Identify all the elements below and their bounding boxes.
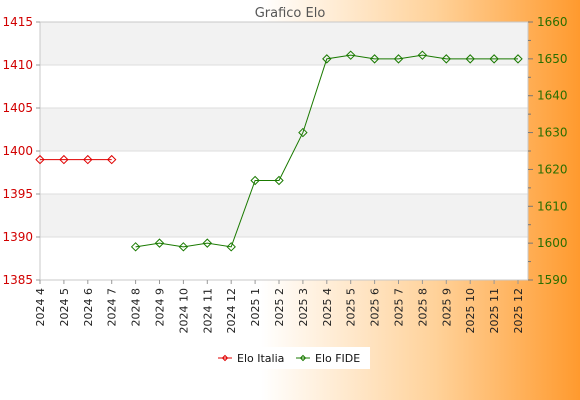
- data-point: [178, 242, 189, 252]
- x-tick-label: 2024 12: [225, 288, 238, 334]
- x-tick-label: 2025 11: [488, 288, 501, 334]
- x-tick-label: 2024 7: [106, 288, 119, 327]
- x-tick-label: 2024 6: [82, 288, 95, 327]
- left-tick-label: 1405: [2, 101, 33, 115]
- data-point: [369, 54, 380, 64]
- legend-label: Elo FIDE: [315, 352, 360, 365]
- data-point: [250, 175, 260, 186]
- x-tick-label: 2025 9: [440, 288, 453, 327]
- data-point: [345, 50, 356, 60]
- x-tick-label: 2024 4: [34, 288, 47, 327]
- x-tick-label: 2024 5: [58, 288, 71, 327]
- legend-label: Elo Italia: [237, 352, 284, 365]
- data-point: [202, 238, 213, 248]
- grid-band: [40, 194, 528, 237]
- data-point: [274, 175, 284, 186]
- series-line: [135, 54, 518, 248]
- grid-bands: [40, 22, 528, 237]
- x-tick-label: 2025 6: [369, 288, 382, 327]
- x-tick-label: 2024 11: [201, 288, 214, 334]
- x-axis: 2024 4 2024 5 2024 6 2024 7 2024 8 2024 9 2024…: [34, 280, 525, 334]
- right-tick-label: 1650: [537, 52, 568, 66]
- x-tick-label: 2025 12: [512, 288, 525, 334]
- grid-band: [40, 22, 528, 65]
- legend-marker: [221, 354, 229, 362]
- right-tick-label: 1630: [537, 126, 568, 140]
- x-tick-label: 2025 2: [273, 288, 286, 327]
- data-point: [393, 54, 404, 64]
- series-elo-fide: [130, 50, 523, 252]
- left-tick-label: 1390: [2, 230, 33, 244]
- legend-box: [210, 347, 370, 369]
- left-tick-label: 1400: [2, 144, 33, 158]
- data-point: [130, 242, 141, 252]
- x-tick-label: 2025 7: [393, 288, 406, 327]
- right-tick-label: 1610: [537, 199, 568, 213]
- right-tick-label: 1620: [537, 162, 568, 176]
- data-point: [489, 54, 499, 64]
- data-point: [513, 54, 523, 64]
- data-point: [154, 238, 165, 248]
- data-point: [59, 154, 69, 165]
- left-axis: 1385 1390 1395 1400 1405 1410 1415: [2, 15, 40, 287]
- left-tick-label: 1410: [2, 58, 33, 72]
- series-elo-italia: [35, 154, 117, 165]
- legend-marker: [299, 354, 307, 362]
- right-tick-label: 1600: [537, 236, 568, 250]
- x-tick-label: 2024 10: [177, 288, 190, 334]
- right-tick-label: 1640: [537, 89, 568, 103]
- legend: Elo Italia Elo FIDE: [210, 347, 370, 369]
- data-point: [465, 54, 475, 64]
- x-tick-label: 2024 9: [154, 288, 167, 327]
- right-tick-label: 1660: [537, 15, 568, 29]
- right-axis: 1590 1600 1610 1620 1630 1640 1650 1660: [528, 15, 568, 287]
- x-tick-label: 2025 5: [345, 288, 358, 327]
- data-point: [322, 54, 332, 64]
- data-point: [35, 154, 45, 165]
- right-tick-label: 1590: [537, 273, 568, 287]
- data-point: [106, 154, 117, 165]
- left-tick-label: 1385: [2, 273, 33, 287]
- x-tick-label: 2025 8: [416, 288, 429, 327]
- data-point: [298, 127, 308, 138]
- data-point: [83, 154, 93, 165]
- left-tick-label: 1415: [2, 15, 33, 29]
- chart-title: Grafico Elo: [255, 6, 326, 21]
- x-tick-label: 2025 3: [297, 288, 310, 327]
- x-tick-label: 2025 10: [464, 288, 477, 334]
- x-tick-label: 2024 8: [130, 288, 143, 327]
- series-layer: [35, 50, 523, 252]
- left-tick-label: 1395: [2, 187, 33, 201]
- data-point: [226, 242, 236, 252]
- grid-band: [40, 108, 528, 151]
- x-tick-label: 2025 1: [249, 288, 262, 327]
- x-tick-label: 2025 4: [321, 288, 334, 327]
- data-point: [417, 50, 428, 60]
- data-point: [441, 54, 452, 64]
